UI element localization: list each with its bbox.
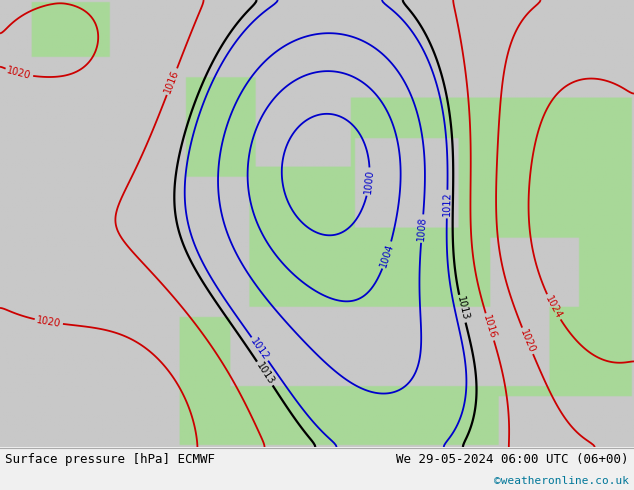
Text: 1024: 1024 — [543, 294, 564, 320]
Text: 1020: 1020 — [36, 315, 61, 329]
Text: We 29-05-2024 06:00 UTC (06+00): We 29-05-2024 06:00 UTC (06+00) — [396, 453, 629, 466]
Text: 1012: 1012 — [249, 336, 271, 362]
Text: 1008: 1008 — [417, 216, 428, 241]
Text: 1020: 1020 — [518, 328, 537, 354]
Text: 1012: 1012 — [442, 192, 453, 217]
Text: 1013: 1013 — [254, 361, 276, 387]
Text: ©weatheronline.co.uk: ©weatheronline.co.uk — [494, 475, 629, 486]
Text: 1016: 1016 — [163, 69, 181, 95]
Text: 1013: 1013 — [455, 295, 470, 322]
Text: 1000: 1000 — [363, 169, 375, 195]
Text: 1004: 1004 — [378, 242, 396, 269]
Polygon shape — [0, 447, 634, 490]
Text: 1020: 1020 — [6, 65, 32, 81]
Text: 1016: 1016 — [481, 314, 498, 340]
Text: Surface pressure [hPa] ECMWF: Surface pressure [hPa] ECMWF — [5, 453, 215, 466]
